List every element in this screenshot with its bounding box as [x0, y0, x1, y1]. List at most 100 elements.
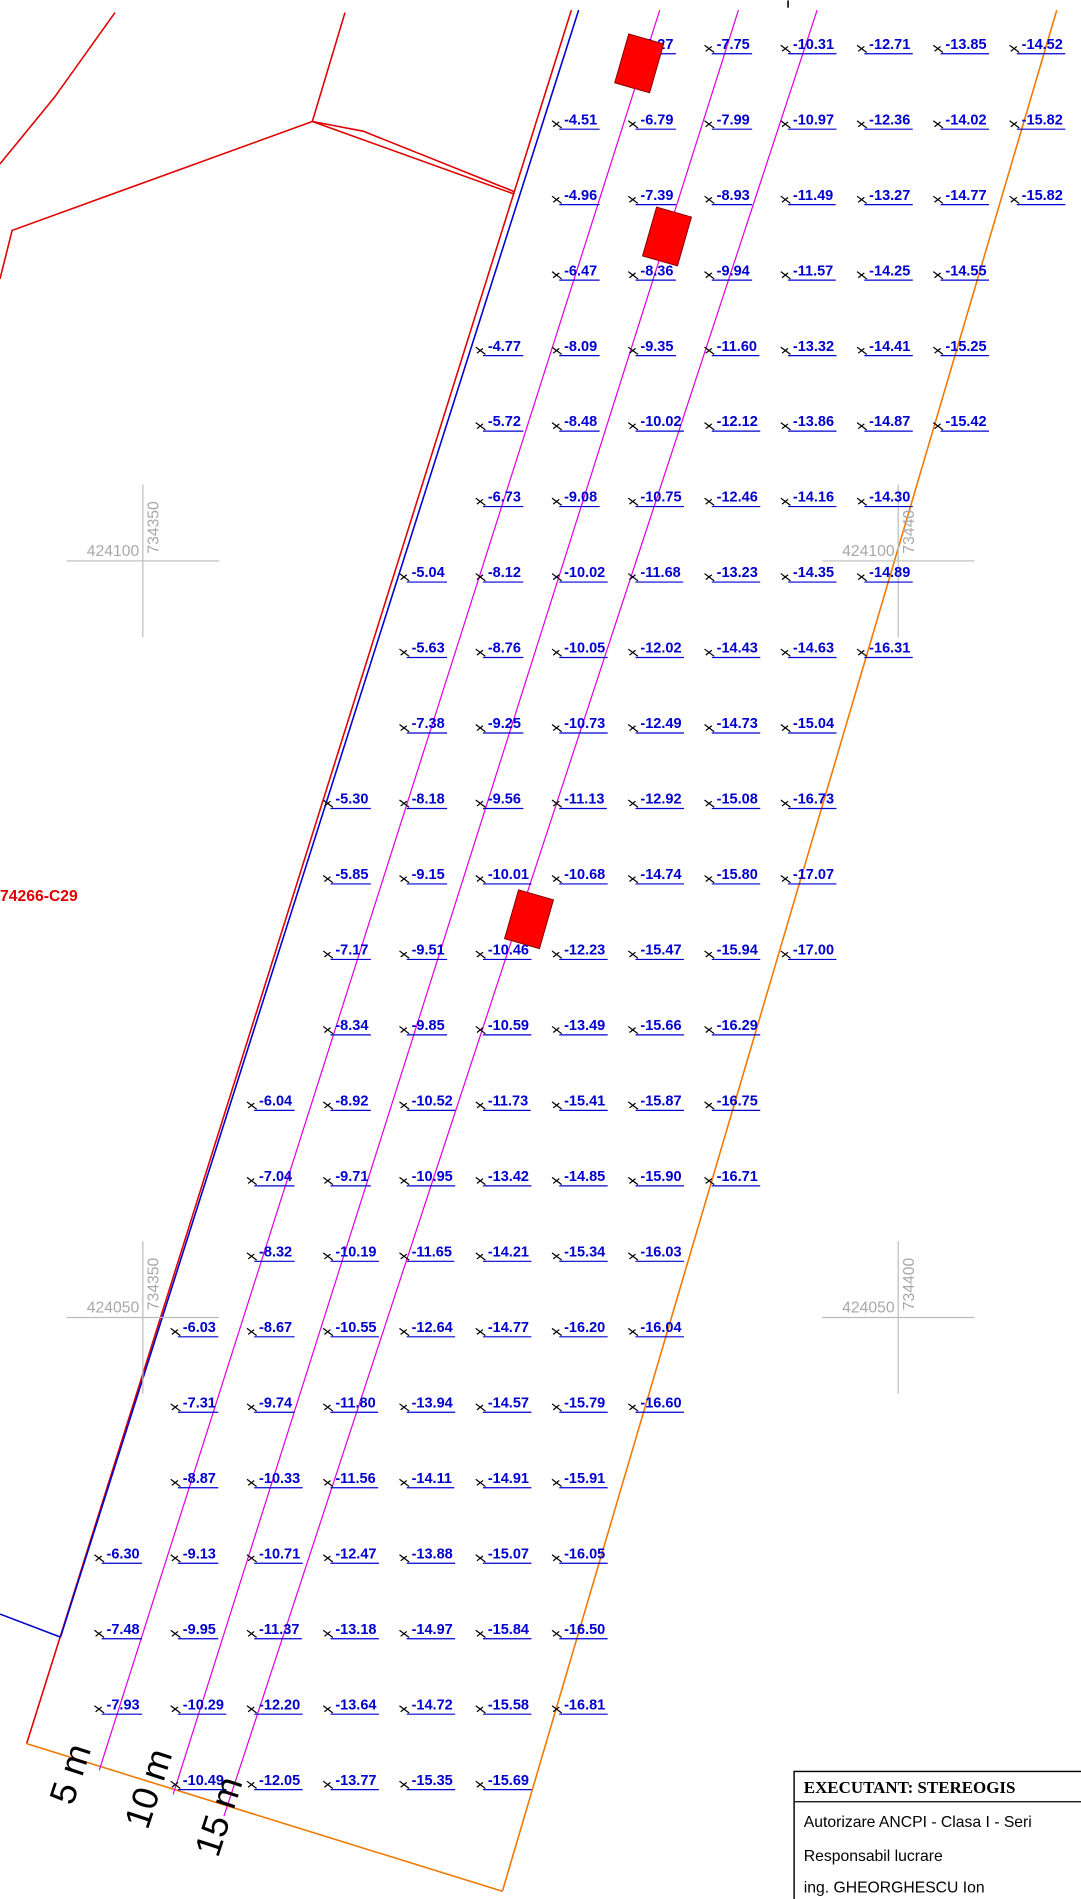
elevation: -14.55: [945, 263, 986, 279]
elevation: -7.48: [107, 1622, 140, 1638]
elevation: -16.04: [640, 1320, 681, 1336]
elevation: -11.56: [335, 1471, 375, 1487]
easting: 424100: [842, 543, 895, 560]
elevation: -14.77: [488, 1320, 529, 1336]
elevation: -10.05: [564, 641, 605, 657]
elevation: -14.57: [488, 1395, 529, 1411]
elevation: -5.30: [335, 792, 368, 808]
elevation: -14.43: [717, 641, 758, 657]
elevation: -11.37: [259, 1622, 299, 1638]
responsible-name: ing. GHEORGHESCU Ion: [804, 1880, 985, 1897]
elevation: -6.03: [183, 1320, 216, 1336]
elevation: -8.09: [564, 339, 597, 355]
elevation: -13.86: [793, 414, 834, 430]
elevation: -7.99: [717, 112, 750, 128]
elevation: -14.97: [412, 1622, 453, 1638]
elevation: -11.60: [717, 339, 757, 355]
elevation: -12.20: [259, 1697, 300, 1713]
elevation: -8.34: [335, 1018, 368, 1034]
elevation: -15.04: [793, 716, 834, 732]
title-block: EXECUTANT: STEREOGIS Autorizare ANCPI - …: [794, 1771, 1081, 1899]
elevation: -9.85: [412, 1018, 445, 1034]
elevation: -4.77: [488, 339, 521, 355]
elevation: -15.07: [488, 1546, 529, 1562]
elevation: -10.31: [793, 37, 834, 53]
elevation: -11.68: [640, 565, 680, 581]
elevation: -14.30: [869, 490, 910, 506]
elevation: -14.52: [1022, 37, 1063, 53]
easting: 424050: [87, 1300, 140, 1317]
parcel-label: 74266-C29: [0, 888, 78, 905]
elevation: -10.97: [793, 112, 834, 128]
elevation: -10.75: [640, 490, 681, 506]
elevation: -12.71: [869, 37, 910, 53]
elevation: -14.35: [793, 565, 834, 581]
elevation: -15.25: [945, 339, 986, 355]
elevation: -14.63: [793, 641, 834, 657]
elevation: -15.94: [717, 943, 758, 959]
elevation: -7.75: [717, 37, 750, 53]
elevation: -15.80: [717, 867, 758, 883]
elevation: -16.20: [564, 1320, 605, 1336]
elevation: -12.12: [717, 414, 758, 430]
elevation: -9.15: [412, 867, 445, 883]
elevation: -16.73: [793, 792, 834, 808]
elevation: -15.34: [564, 1244, 605, 1260]
elevation: -9.35: [640, 339, 673, 355]
elevation: -13.94: [412, 1395, 453, 1411]
elevation: -10.02: [564, 565, 605, 581]
elevation: -13.42: [488, 1169, 529, 1185]
elevation: -12.49: [640, 716, 681, 732]
elevation: -9.95: [183, 1622, 216, 1638]
elevation: -8.67: [259, 1320, 292, 1336]
elevation: -16.81: [564, 1697, 605, 1713]
elevation: -11.80: [335, 1395, 375, 1411]
elevation: -15.87: [640, 1094, 681, 1110]
elevation: -10.55: [335, 1320, 376, 1336]
elevation: -14.25: [869, 263, 910, 279]
elevation: -7.93: [107, 1697, 140, 1713]
elevation: -15.35: [412, 1773, 453, 1789]
elevation: -14.02: [945, 112, 986, 128]
elevation: -14.74: [640, 867, 681, 883]
elevation: -14.73: [717, 716, 758, 732]
elevation: -12.36: [869, 112, 910, 128]
elevation: -10.71: [259, 1546, 300, 1562]
elevation: -12.23: [564, 943, 605, 959]
elevation: -9.74: [259, 1395, 292, 1411]
authorization: Autorizare ANCPI - Clasa I - Seri: [804, 1814, 1032, 1831]
elevation: -10.33: [259, 1471, 300, 1487]
elevation: -5.72: [488, 414, 521, 430]
elevation: -9.56: [488, 792, 521, 808]
elevation: -7.17: [335, 943, 368, 959]
elevation: -10.95: [412, 1169, 453, 1185]
elevation: -16.60: [640, 1395, 681, 1411]
elevation: -15.82: [1022, 112, 1063, 128]
elevation: -6.04: [259, 1094, 292, 1110]
elevation: -12.05: [259, 1773, 300, 1789]
elevation: -13.23: [717, 565, 758, 581]
elevation: -10.02: [640, 414, 681, 430]
elevation: -8.48: [564, 414, 597, 430]
elevation: -13.18: [335, 1622, 376, 1638]
elevation: -8.92: [335, 1094, 368, 1110]
elevation: -15.42: [945, 414, 986, 430]
elevation: -14.87: [869, 414, 910, 430]
elevation: -16.75: [717, 1094, 758, 1110]
elevation: -9.51: [412, 943, 445, 959]
elevation: -15.66: [640, 1018, 681, 1034]
elevation: -16.50: [564, 1622, 605, 1638]
easting: 424100: [87, 543, 140, 560]
elevation: -10.19: [335, 1244, 376, 1260]
elevation: -11.13: [564, 792, 604, 808]
northing: 734350: [146, 1258, 163, 1311]
elevation: -16.03: [640, 1244, 681, 1260]
elevation: -6.30: [107, 1546, 140, 1562]
elevation: -16.31: [869, 641, 910, 657]
survey-plan: 4241007343504241007344042405073435042405…: [0, 0, 1081, 1899]
elevation: -10.59: [488, 1018, 529, 1034]
elevation: -11.65: [412, 1244, 452, 1260]
elevation: -16.71: [717, 1169, 758, 1185]
elevation: -12.46: [717, 490, 758, 506]
elevation: -13.64: [335, 1697, 376, 1713]
